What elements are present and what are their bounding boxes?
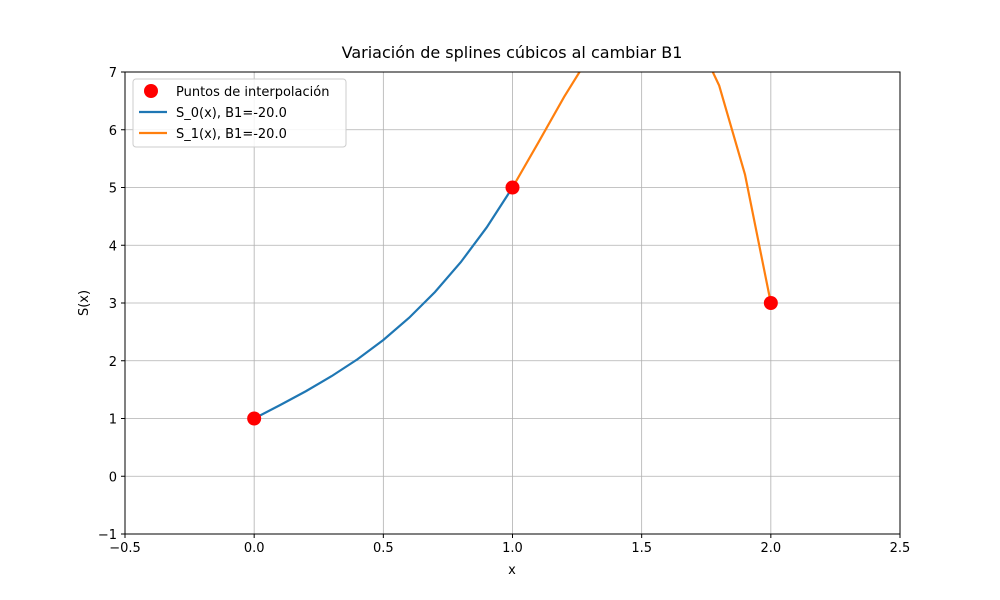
x-tick-label: 2.0	[760, 541, 781, 556]
chart-title: Variación de splines cúbicos al cambiar …	[342, 43, 683, 62]
y-tick-label: 0	[109, 470, 117, 485]
x-tick-label: −0.5	[109, 541, 141, 556]
legend-box	[132, 78, 347, 148]
x-tick-label: 1.0	[502, 541, 523, 556]
x-tick-label: 0.5	[373, 541, 394, 556]
legend: Puntos de interpolación S_0(x), B1=-20.0 S…	[132, 78, 347, 148]
x-tick-label: 0.0	[244, 541, 265, 556]
y-tick-label: 1	[109, 413, 117, 428]
legend-label: S_1(x), B1=-20.0	[176, 127, 287, 142]
ticks: −0.5 0.0 0.5 1.0 1.5 2.0 2.5 −1 0 1 2 3 4 5 6 7	[98, 66, 911, 556]
y-tick-label: 7	[109, 66, 117, 81]
legend-marker	[144, 84, 158, 98]
interpolation-point	[763, 296, 778, 310]
y-tick-label: 4	[109, 239, 117, 254]
plot-area	[247, 72, 778, 426]
y-tick-label: 3	[109, 297, 117, 312]
interpolation-point	[505, 180, 520, 195]
y-tick-label: 6	[109, 124, 117, 139]
spline-line	[511, 72, 772, 304]
x-tick-label: 1.5	[631, 541, 652, 556]
y-axis-label: S(x)	[77, 290, 92, 316]
spline-line	[253, 186, 514, 420]
legend-label: Puntos de interpolación	[176, 85, 329, 100]
y-tick-label: 2	[109, 355, 117, 370]
x-tick-label: 2.5	[890, 541, 911, 556]
y-tick-label: −1	[98, 528, 117, 543]
interpolation-point	[247, 411, 262, 426]
x-axis-label: x	[508, 563, 516, 578]
legend-label: S_0(x), B1=-20.0	[176, 106, 287, 121]
y-tick-label: 5	[109, 182, 117, 197]
